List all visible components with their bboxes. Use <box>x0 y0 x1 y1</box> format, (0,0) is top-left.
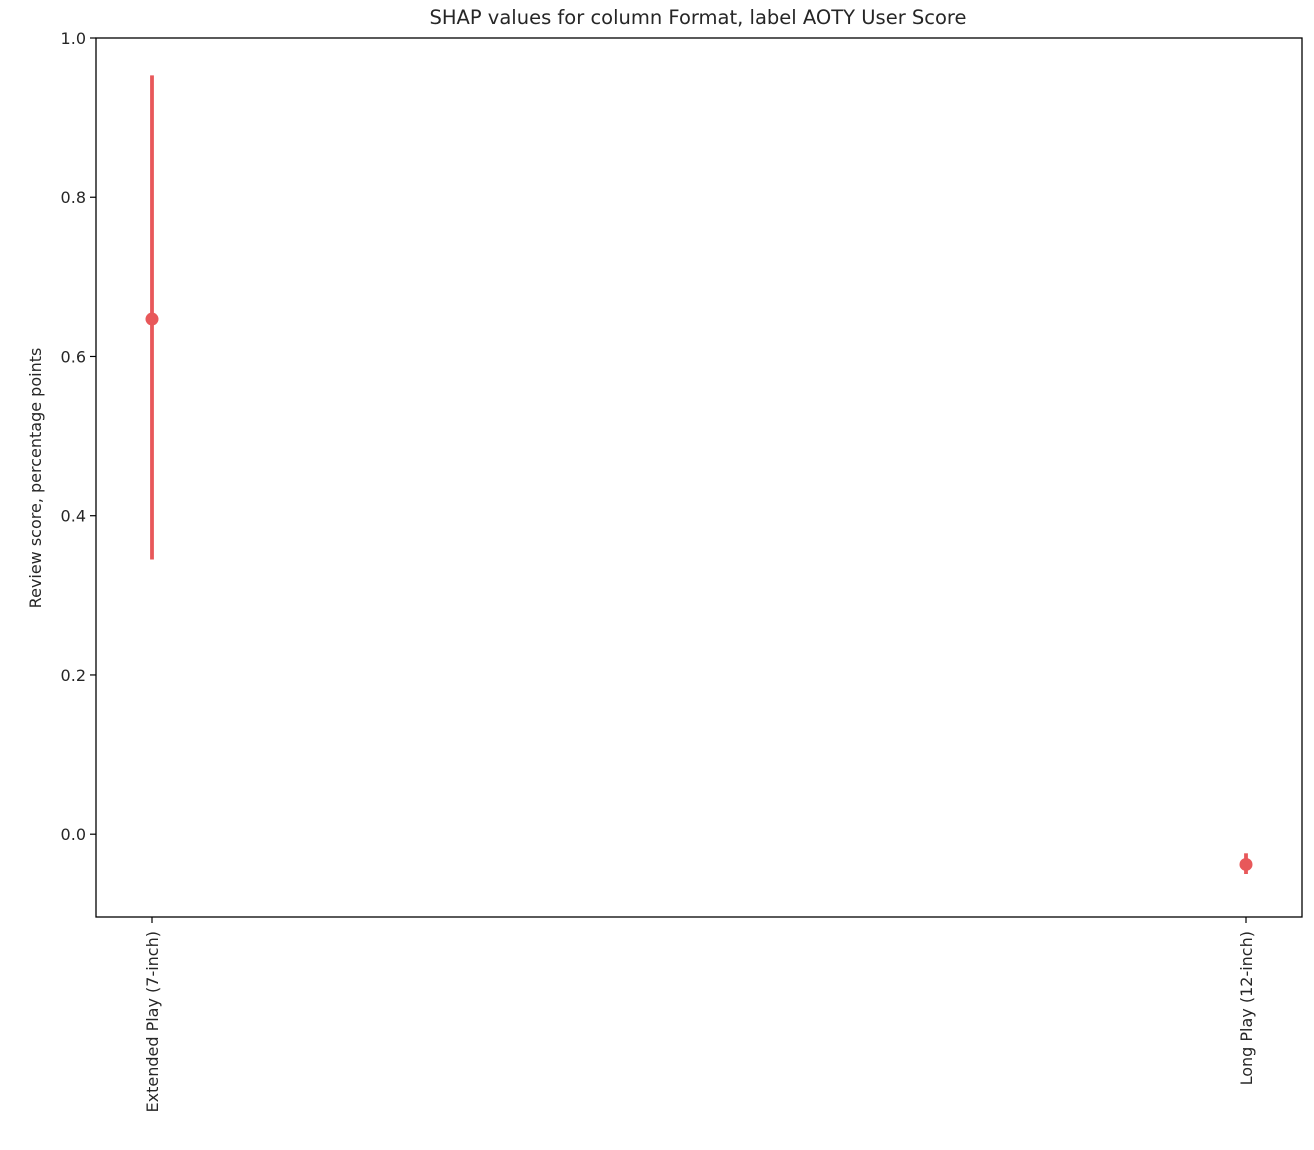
plot-area-frame <box>95 37 1303 918</box>
y-tick-label: 0.0 <box>61 825 86 844</box>
y-tick-label: 0.4 <box>61 507 86 526</box>
x-axis-ticks: Extended Play (7-inch) Long Play (12-inch… <box>143 917 1256 1113</box>
data-marks <box>145 75 1253 875</box>
chart-title: SHAP values for column Format, label AOT… <box>429 6 966 29</box>
y-tick-label: 0.8 <box>61 188 86 207</box>
y-axis-label: Review score, percentage points <box>26 348 45 609</box>
data-point <box>145 312 159 326</box>
y-axis-ticks: 0.0 0.2 0.4 0.6 0.8 1.0 <box>61 29 96 844</box>
x-tick-label: Long Play (12-inch) <box>1237 931 1256 1085</box>
x-tick-label: Extended Play (7-inch) <box>143 931 162 1113</box>
y-tick-label: 0.6 <box>61 347 86 366</box>
y-tick-label: 1.0 <box>61 29 86 48</box>
data-point <box>1239 857 1253 871</box>
y-tick-label: 0.2 <box>61 666 86 685</box>
